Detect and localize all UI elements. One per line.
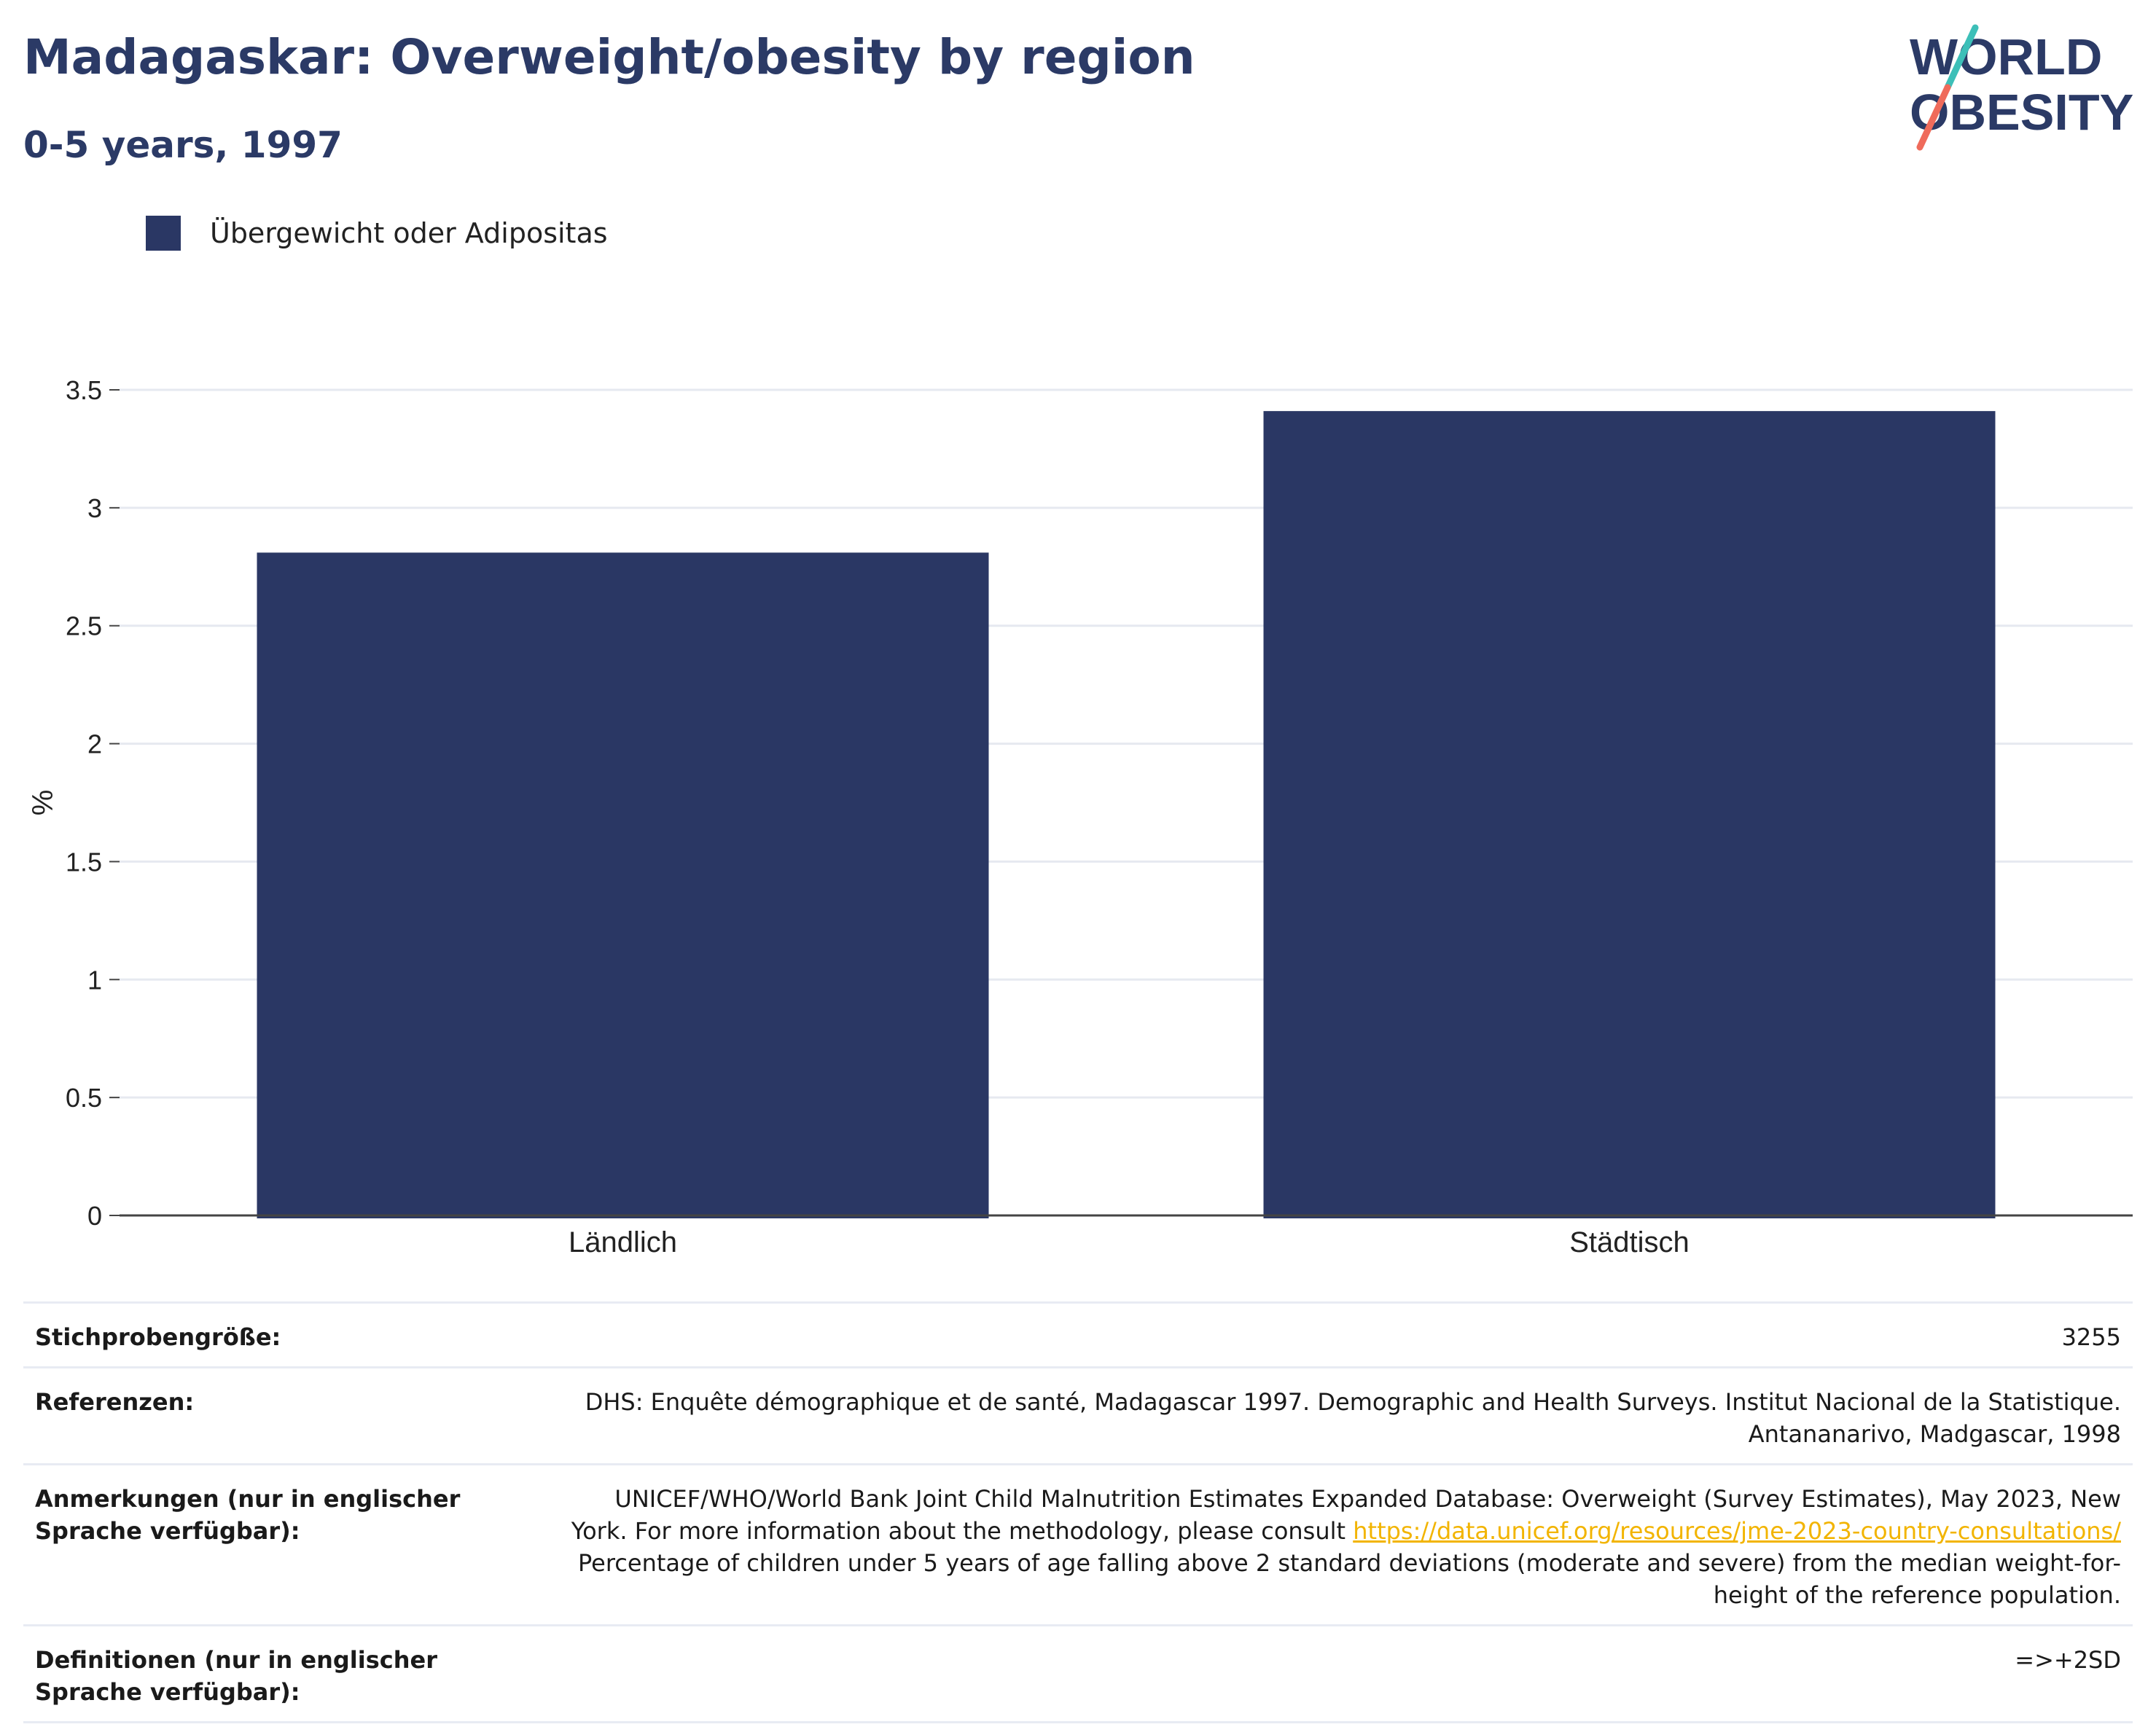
definitions-label: Definitionen (nur in englischer Sprache … bbox=[23, 1624, 557, 1723]
bar-chart: 0 0.5 1 1.5 2 2.5 3 3.5% Ländlich Städtisch bbox=[27, 375, 2133, 1258]
legend-label: Übergewicht oder Adipositas bbox=[210, 217, 608, 249]
x-category-label: Städtisch bbox=[1569, 1226, 1690, 1258]
sample-size-value: 3255 bbox=[557, 1301, 2133, 1368]
notes-label: Anmerkungen (nur in englischer Sprache v… bbox=[23, 1463, 557, 1626]
references-label: Referenzen: bbox=[23, 1366, 557, 1465]
chart-title: Madagaskar: Overweight/obesity by region bbox=[23, 29, 1195, 85]
legend-swatch bbox=[146, 216, 181, 251]
sample-size-label: Stichprobengröße: bbox=[23, 1301, 557, 1368]
notes-value: UNICEF/WHO/World Bank Joint Child Malnut… bbox=[557, 1463, 2133, 1626]
notes-link[interactable]: https://data.unicef.org/resources/jme-20… bbox=[1353, 1517, 2121, 1545]
y-axis-title: % bbox=[27, 790, 59, 816]
y-tick-label: 1 bbox=[87, 965, 102, 995]
meta-row-definitions: Definitionen (nur in englischer Sprache … bbox=[23, 1624, 2133, 1723]
x-category-label: Ländlich bbox=[569, 1226, 677, 1258]
definitions-value: =>+2SD bbox=[557, 1624, 2133, 1723]
bar bbox=[257, 552, 989, 1218]
meta-row-references: Referenzen: DHS: Enquête démographique e… bbox=[23, 1366, 2133, 1465]
y-tick-label: 3.5 bbox=[66, 375, 102, 405]
notes-text-after: Percentage of children under 5 years of … bbox=[578, 1549, 2121, 1609]
metadata-table: Stichprobengröße: 3255 Referenzen: DHS: … bbox=[23, 1301, 2133, 1723]
meta-row-notes: Anmerkungen (nur in englischer Sprache v… bbox=[23, 1463, 2133, 1626]
chart-legend[interactable]: Übergewicht oder Adipositas bbox=[146, 216, 608, 251]
y-tick-label: 0 bbox=[87, 1201, 102, 1231]
world-obesity-logo: WORLD OBESITY bbox=[1910, 24, 2133, 151]
meta-row-sample-size: Stichprobengröße: 3255 bbox=[23, 1301, 2133, 1368]
y-tick-label: 2 bbox=[87, 729, 102, 759]
y-tick-label: 0.5 bbox=[66, 1083, 102, 1113]
y-tick-label: 2.5 bbox=[66, 611, 102, 641]
y-tick-label: 3 bbox=[87, 493, 102, 523]
bar bbox=[1263, 411, 1996, 1218]
logo-teal-slash bbox=[1944, 24, 1979, 91]
logo-line1: WORLD bbox=[1910, 28, 2102, 85]
logo-red-slash bbox=[1916, 84, 1951, 151]
references-value: DHS: Enquête démographique et de santé, … bbox=[557, 1366, 2133, 1465]
chart-subtitle: 0-5 years, 1997 bbox=[23, 124, 343, 166]
notes-text-before: UNICEF/WHO/World Bank Joint Child Malnut… bbox=[571, 1485, 2121, 1545]
y-tick-label: 1.5 bbox=[66, 847, 102, 877]
